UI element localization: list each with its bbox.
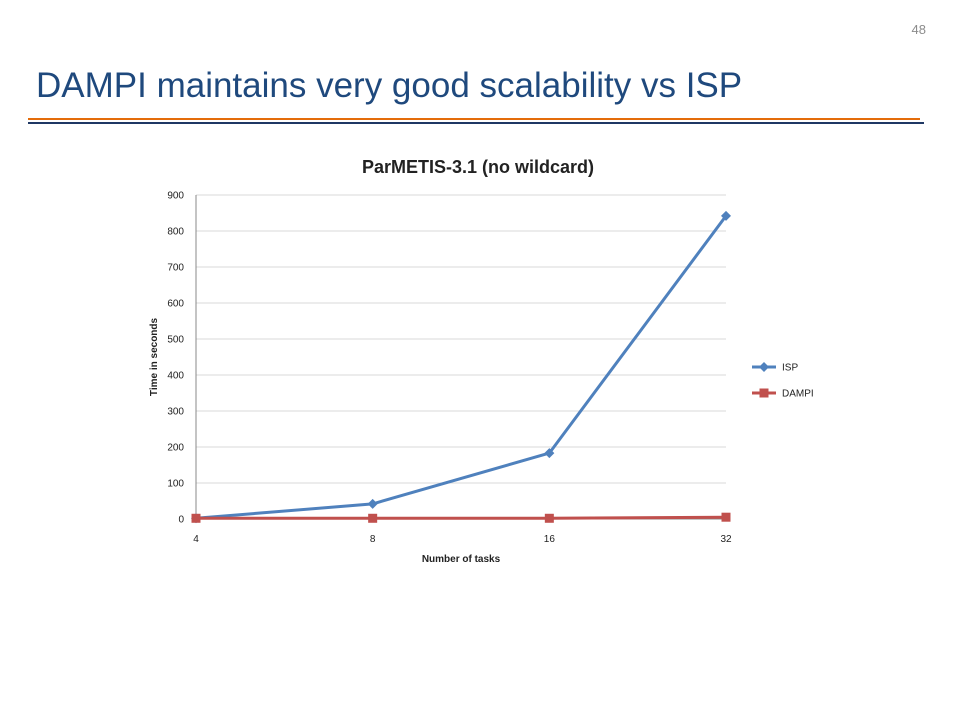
y-tick-labels: 0 100 200 300 400 500 600 700 800 900: [167, 191, 184, 526]
gridlines: [196, 194, 726, 484]
y-tick-label: 600: [167, 299, 184, 310]
series-line-dampi: [196, 515, 727, 520]
legend-marker-isp: [759, 362, 769, 372]
data-point-isp: [367, 498, 378, 509]
legend: ISP DAMPI: [752, 362, 814, 400]
data-point-dampi: [544, 513, 554, 523]
series-group: [191, 210, 731, 524]
x-tick-labels: 4 8 16 32: [193, 534, 732, 545]
data-point-dampi: [368, 513, 378, 523]
x-tick-label: 8: [370, 534, 376, 545]
y-tick-label: 300: [167, 407, 184, 418]
y-axis-label: Time in seconds: [149, 317, 160, 396]
data-point-dampi: [191, 513, 201, 523]
legend-label-isp: ISP: [782, 363, 798, 374]
legend-label-dampi: DAMPI: [782, 389, 814, 400]
series-line-isp: [195, 214, 728, 520]
x-tick-label: 16: [544, 534, 556, 545]
y-tick-label: 0: [178, 515, 184, 526]
y-tick-label: 900: [167, 191, 184, 202]
x-axis-label: Number of tasks: [422, 554, 501, 565]
chart-title: ParMETIS-3.1 (no wildcard): [362, 157, 594, 177]
data-point-isp: [721, 210, 731, 221]
title-rule-orange: [28, 118, 920, 120]
x-tick-label: 4: [193, 534, 199, 545]
y-tick-label: 500: [167, 335, 184, 346]
data-point-dampi: [721, 512, 731, 522]
data-point-isp: [544, 448, 555, 459]
y-tick-label: 100: [167, 479, 184, 490]
y-tick-label: 700: [167, 263, 184, 274]
y-tick-label: 800: [167, 227, 184, 238]
y-tick-label: 400: [167, 371, 184, 382]
x-tick-label: 32: [720, 534, 732, 545]
y-tick-label: 200: [167, 443, 184, 454]
title-rule-navy: [28, 122, 924, 124]
slide-title: DAMPI maintains very good scalability vs…: [36, 66, 743, 105]
slide-number: 48: [911, 22, 926, 37]
legend-marker-dampi: [759, 388, 769, 398]
